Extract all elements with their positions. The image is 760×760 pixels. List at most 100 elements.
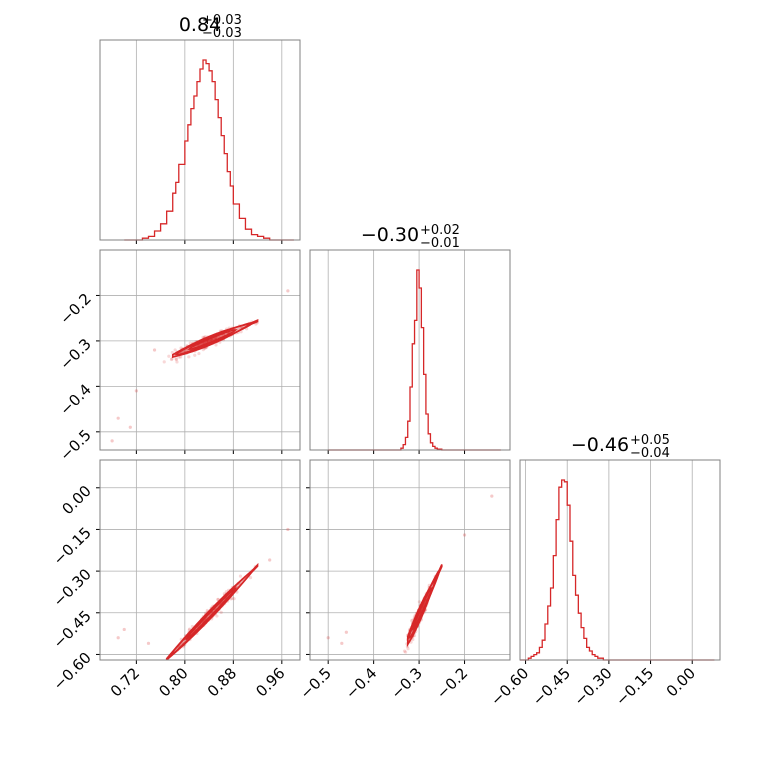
outlier-point [116, 636, 120, 640]
axes-frame [99, 39, 301, 241]
corner-plot-panels: −0.60−0.45−0.30−0.15 0.00−0.5−0.4−0.3−0.2… [50, 39, 721, 709]
x-tick-label: −0.2 [433, 664, 471, 702]
title-param-2-plus: +0.02 [420, 223, 460, 238]
x-tick-label: 0.96 [252, 664, 288, 700]
x-tick-label: −0.30 [570, 664, 615, 709]
grid [525, 460, 693, 664]
sample-point [214, 343, 218, 347]
sample-point [188, 341, 192, 345]
sample-point [402, 649, 407, 653]
hist1d-panel-1 [99, 39, 301, 244]
title-value: −0.46 [571, 434, 629, 456]
sample-point [175, 360, 179, 364]
density-contour [174, 322, 255, 356]
axes-frame [519, 459, 721, 661]
title-param-3-minus: −0.04 [630, 446, 670, 461]
y-tick-label: −0.30 [50, 565, 95, 610]
sample-point [167, 354, 171, 358]
sample-point [201, 348, 205, 352]
axes-frame [99, 459, 301, 661]
sample-point [403, 650, 408, 654]
sample-point [238, 574, 243, 578]
grid [306, 460, 510, 664]
sample-point [417, 600, 421, 604]
y-tick-label: −0.4 [56, 380, 94, 418]
sample-point [170, 350, 174, 355]
outlier-point [286, 289, 290, 293]
grid [96, 460, 300, 664]
sample-point [215, 614, 219, 618]
sample-point [170, 357, 174, 361]
samples [326, 494, 494, 654]
x-tick-label: −0.4 [342, 664, 380, 702]
density-contour [170, 569, 254, 656]
grid [96, 250, 300, 454]
title-value: −0.30 [361, 224, 419, 246]
title-param-1: 0.84 [179, 14, 221, 36]
y-tick-label: −0.5 [56, 426, 94, 464]
axes-frame [309, 249, 511, 451]
sample-point [162, 360, 166, 364]
sample-point [174, 357, 178, 361]
title-param-2: −0.30 [361, 224, 419, 246]
panel-titles: 0.84 +0.03 −0.03 −0.30 +0.02 −0.01 −0.46… [179, 13, 670, 461]
outlier-point [122, 627, 126, 632]
sample-point [405, 644, 410, 649]
sample-point [406, 647, 410, 651]
histogram-step [124, 59, 294, 241]
outlier-point [462, 533, 467, 537]
title-param-1-minus: −0.03 [202, 26, 242, 41]
y-tick-label: 0.00 [58, 482, 94, 518]
sample-point [187, 355, 191, 359]
outlier-point [286, 527, 290, 532]
x-tick-label: 0.00 [663, 664, 699, 700]
outlier-point [110, 439, 114, 443]
title-value: 0.84 [179, 14, 221, 36]
outlier-point [490, 494, 494, 498]
sample-point [193, 353, 197, 357]
density-contour [187, 329, 238, 350]
hist2d-panel-1-3: 0.72 0.80 0.88 0.96 −0.60−0.45−0.30−0.15 0.00 [50, 459, 301, 700]
samples [110, 289, 290, 443]
outlier-point [152, 348, 157, 352]
title-param-3: −0.46 [571, 434, 629, 456]
sample-point [169, 357, 174, 362]
outlier-point [116, 416, 120, 420]
y-tick-label: −0.15 [50, 524, 95, 569]
outlier-point [128, 425, 132, 429]
grid [135, 40, 283, 244]
title-param-1-plus: +0.03 [202, 13, 242, 28]
outlier-point [344, 630, 348, 634]
title-param-3-plus: +0.05 [630, 433, 670, 448]
y-tick-label: −0.2 [56, 290, 94, 328]
density-contour [411, 586, 433, 631]
sample-point [411, 637, 415, 642]
sample-point [188, 627, 192, 631]
histogram-step [328, 269, 501, 451]
x-tick-label: −0.60 [487, 664, 532, 709]
x-tick-label: −0.15 [612, 664, 657, 709]
outlier-point [146, 641, 151, 645]
y-tick-label: −0.60 [50, 649, 95, 694]
samples [116, 527, 290, 676]
title-param-2-minus: −0.01 [420, 236, 460, 251]
hist1d-panel-2 [309, 249, 511, 454]
density-contour [185, 587, 237, 641]
density-band [171, 319, 259, 359]
sample-point [197, 351, 201, 356]
outlier-point [340, 641, 344, 645]
x-tick-label: −0.45 [529, 664, 574, 709]
outlier-point [326, 636, 330, 640]
sample-point [232, 597, 236, 601]
x-tick-label: −0.3 [387, 664, 425, 702]
outlier-point [134, 389, 138, 393]
sample-point [410, 619, 414, 623]
x-tick-label: 0.80 [155, 664, 191, 700]
sample-point [179, 355, 183, 359]
x-tick-label: −0.5 [297, 664, 335, 702]
outlier-point [268, 558, 272, 562]
histogram-step [520, 479, 715, 661]
sample-point [148, 673, 151, 676]
x-tick-label: 0.72 [107, 664, 143, 700]
